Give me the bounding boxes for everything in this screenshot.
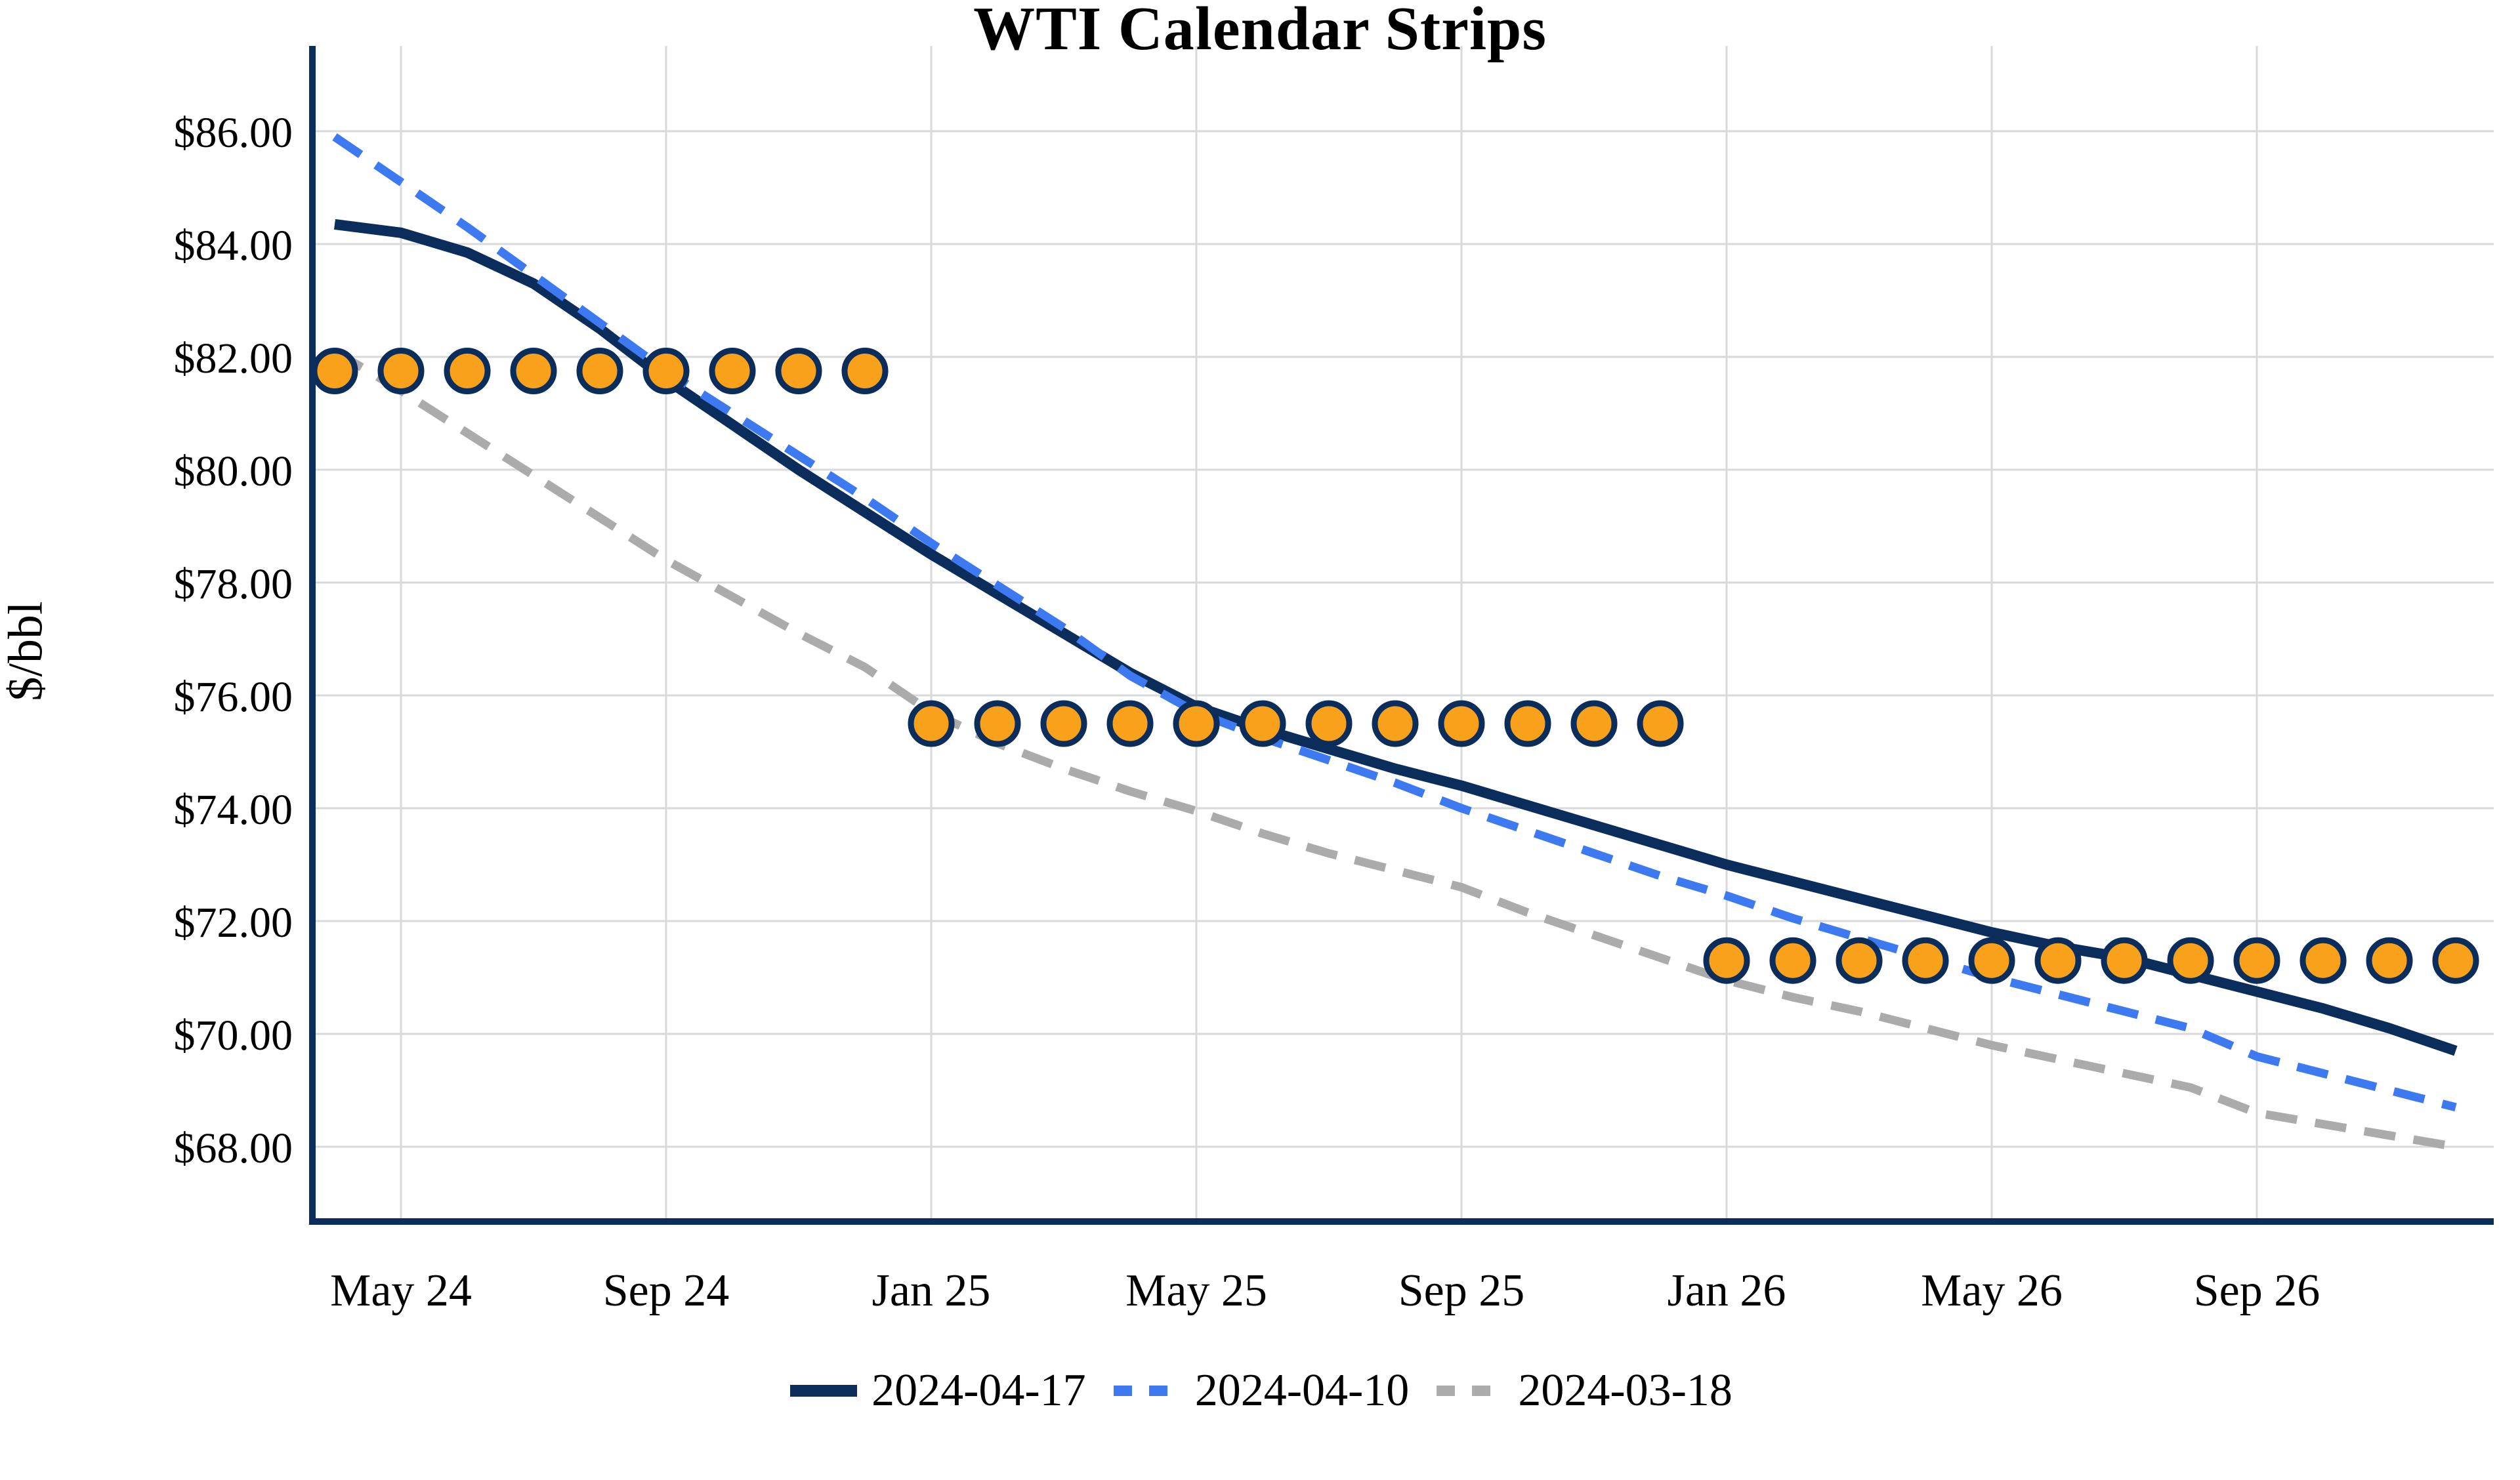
y-tick-label: $76.00: [174, 673, 293, 721]
strip-dot-2026-strip: [2432, 937, 2479, 984]
strip-dot-2025-strip: [1106, 700, 1154, 747]
strip-dot-2024-strip: [841, 348, 889, 394]
strip-dot-2025-strip: [1040, 700, 1087, 747]
x-tick-label: Jan 25: [872, 1265, 991, 1316]
strip-dot-2025-strip: [1372, 700, 1419, 747]
legend-label: 2024-04-10: [1194, 1365, 1410, 1416]
strip-dot-2025-strip: [1173, 700, 1220, 747]
y-tick-label: $72.00: [174, 899, 293, 947]
strip-dot-2026-strip: [2034, 937, 2082, 984]
y-tick-label: $68.00: [174, 1124, 293, 1172]
strip-dot-2025-strip: [1239, 700, 1286, 747]
y-tick-label: $80.00: [174, 447, 293, 495]
strip-dot-2024-strip: [709, 348, 756, 394]
strip-dot-2024-strip: [775, 348, 822, 394]
x-tick-label: Sep 25: [1398, 1265, 1525, 1316]
y-tick-label: $78.00: [174, 560, 293, 608]
strip-dot-2026-strip: [2300, 937, 2347, 984]
strip-dot-2026-strip: [2167, 937, 2214, 984]
legend-swatch-dashed-icon: [1437, 1386, 1504, 1396]
x-tick-label: May 25: [1125, 1265, 1267, 1316]
x-tick-label: May 26: [1921, 1265, 2063, 1316]
strip-dot-2025-strip: [1438, 700, 1485, 747]
strip-dot-2024-strip: [576, 348, 623, 394]
strip-dot-2026-strip: [1968, 937, 2015, 984]
legend-item-2024-03-18: 2024-03-18: [1434, 1365, 1732, 1417]
strip-dot-2025-strip: [908, 700, 955, 747]
strip-dot-2026-strip: [2233, 937, 2280, 984]
strip-dot-2026-strip: [2101, 937, 2148, 984]
strip-dot-2026-strip: [1769, 937, 1816, 984]
chart-title: WTI Calendar Strips: [973, 0, 1547, 63]
strip-dot-2024-strip: [444, 348, 491, 394]
x-tick-label: May 24: [330, 1265, 472, 1316]
y-tick-label: $86.00: [174, 109, 293, 157]
strip-dot-2025-strip: [1570, 700, 1618, 747]
strip-dot-2026-strip: [1902, 937, 1949, 984]
legend-label: 2024-04-17: [872, 1365, 1086, 1416]
legend-item-2024-04-17: 2024-04-17: [788, 1365, 1086, 1417]
strip-dot-2025-strip: [1504, 700, 1551, 747]
x-tick-label: Jan 26: [1668, 1265, 1786, 1316]
y-tick-label: $70.00: [174, 1012, 293, 1059]
strip-dot-2024-strip: [377, 348, 425, 394]
legend-label: 2024-03-18: [1518, 1365, 1732, 1416]
strip-dot-2024-strip: [510, 348, 557, 394]
strip-dot-2024-strip: [642, 348, 690, 394]
strip-dot-2025-strip: [974, 700, 1021, 747]
y-tick-label: $74.00: [174, 786, 293, 834]
y-tick-label: $82.00: [174, 335, 293, 382]
strip-dot-2024-strip: [311, 348, 358, 394]
series-line-2024-03-18: [332, 347, 2457, 1151]
strip-dot-2026-strip: [1703, 937, 1750, 984]
legend-item-2024-04-10: 2024-04-10: [1111, 1365, 1410, 1417]
strip-dot-2025-strip: [1305, 700, 1353, 747]
legend: 2024-04-17 2024-04-10 2024-03-18: [0, 1365, 2520, 1417]
legend-swatch-solid-icon: [790, 1385, 858, 1397]
x-tick-label: Sep 24: [603, 1265, 730, 1316]
y-tick-label: $84.00: [174, 222, 293, 270]
series-line-2024-04-17: [333, 218, 2458, 1056]
strip-dot-2026-strip: [2366, 937, 2413, 984]
series-line-2024-04-10: [332, 133, 2457, 1112]
x-tick-label: Sep 26: [2194, 1265, 2320, 1316]
strip-dot-2025-strip: [1637, 700, 1684, 747]
strip-dot-2026-strip: [1836, 937, 1883, 984]
legend-swatch-dashed-icon: [1113, 1386, 1181, 1396]
